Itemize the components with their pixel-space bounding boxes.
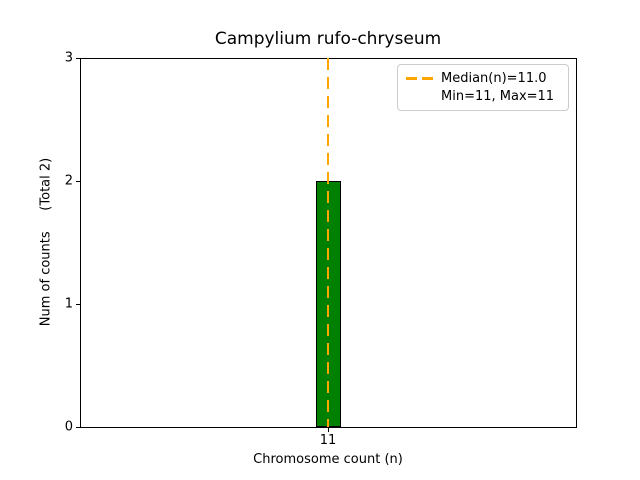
median-line (327, 58, 329, 427)
y-tick-label: 0 (64, 419, 73, 435)
chart-title: Campylium rufo-chryseum (214, 29, 442, 49)
y-tick-mark (76, 303, 80, 305)
legend-entry-minmax: Min=11, Max=11 (406, 89, 560, 104)
y-tick-label: 1 (64, 296, 73, 312)
legend-label-minmax: Min=11, Max=11 (441, 89, 555, 104)
y-tick-mark (76, 57, 80, 59)
legend-entry-median: Median(n)=11.0 (406, 71, 560, 86)
x-tick-mark (327, 428, 329, 432)
legend: Median(n)=11.0 Min=11, Max=11 (397, 64, 569, 111)
legend-label-median: Median(n)=11.0 (441, 71, 547, 86)
median-dashed-line-icon (406, 77, 433, 80)
legend-handle-spacer (406, 95, 433, 98)
x-tick-label: 11 (319, 433, 337, 448)
y-tick-mark (76, 426, 80, 428)
x-axis-label: Chromosome count (n) (253, 452, 403, 467)
y-tick-label: 2 (64, 173, 73, 189)
y-tick-label: 3 (64, 50, 73, 66)
y-tick-mark (76, 180, 80, 182)
